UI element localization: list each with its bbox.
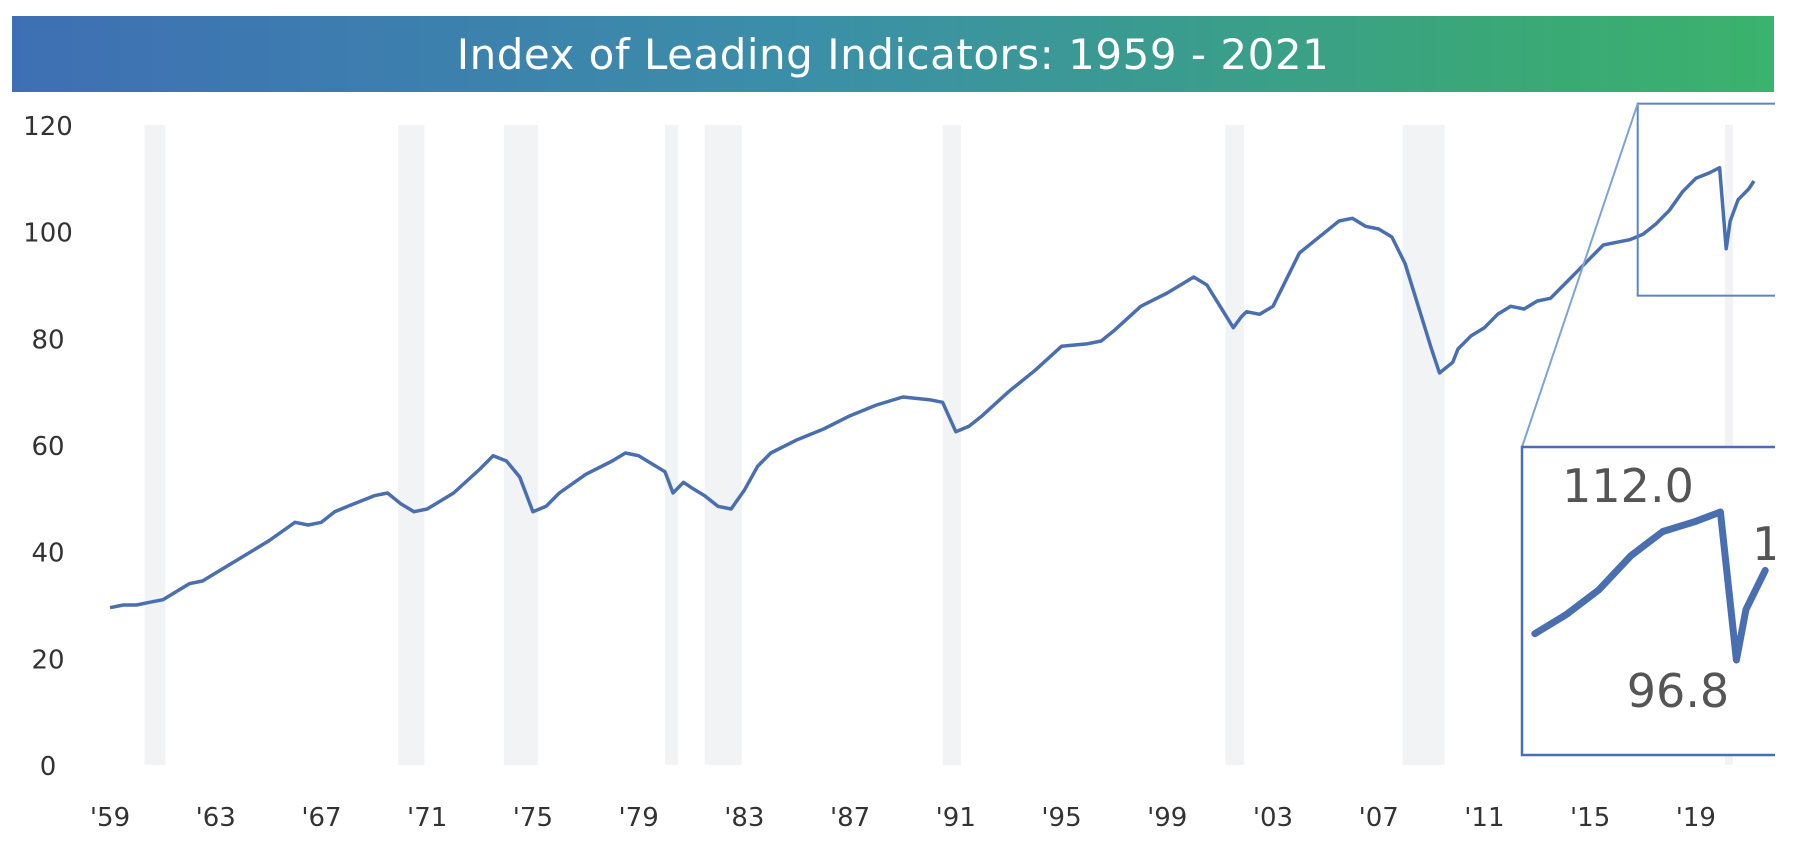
x-tick-label: '59	[90, 803, 130, 833]
x-tick-label: '95	[1041, 803, 1081, 833]
y-axis-ticks: 0 20 40 60 80 100 120	[23, 112, 73, 782]
annotation-label: 96.8	[1627, 664, 1729, 718]
x-tick-label: '67	[301, 803, 341, 833]
recession-band	[942, 125, 962, 765]
y-tick-label: 100	[23, 219, 73, 249]
y-tick-label: 40	[31, 539, 64, 569]
series-layer	[109, 165, 1756, 610]
y-tick-label: 80	[31, 325, 64, 355]
x-tick-label: '19	[1676, 803, 1716, 833]
y-tick-label: 120	[23, 112, 73, 142]
zoom-region-box	[1636, 102, 1775, 297]
recession-band	[503, 125, 539, 765]
recession-band	[1402, 125, 1445, 765]
x-tick-label: '99	[1147, 803, 1187, 833]
x-tick-label: '79	[619, 803, 659, 833]
recession-band	[144, 125, 166, 765]
x-tick-label: '63	[196, 803, 236, 833]
series-line	[109, 165, 1756, 610]
recession-band	[1724, 125, 1733, 765]
zoom-connector-line	[1521, 103, 1639, 448]
x-tick-label: '75	[513, 803, 553, 833]
recession-band	[1225, 125, 1244, 765]
y-tick-label: 20	[31, 645, 64, 675]
recession-band	[704, 125, 742, 765]
recession-band	[398, 125, 425, 765]
x-tick-label: '15	[1570, 803, 1610, 833]
x-axis-ticks: '59 '63 '67 '71 '75 '79 '83 '87 '91 '95 '99 '03 '07 '…	[90, 803, 1716, 833]
chart-title: Index of Leading Indicators: 1959 - 2021	[456, 29, 1330, 79]
x-tick-label: '71	[407, 803, 447, 833]
x-tick-label: '83	[724, 803, 764, 833]
inset-series-line	[1531, 508, 1769, 664]
title-banner: Index of Leading Indicators: 1959 - 2021	[12, 16, 1774, 92]
x-tick-label: '91	[936, 803, 976, 833]
annotation-label: 1	[1752, 517, 1781, 571]
y-tick-label: 0	[40, 752, 57, 782]
x-tick-label: '11	[1464, 803, 1504, 833]
y-tick-label: 60	[31, 432, 64, 462]
x-tick-label: '03	[1253, 803, 1293, 833]
x-tick-label: '07	[1359, 803, 1399, 833]
recession-band	[665, 125, 679, 765]
annotation-label: 112.0	[1562, 459, 1694, 513]
x-tick-label: '87	[830, 803, 870, 833]
zoom-inset: 112.0 96.8 1	[1520, 102, 1781, 757]
recession-shading	[144, 125, 1733, 765]
